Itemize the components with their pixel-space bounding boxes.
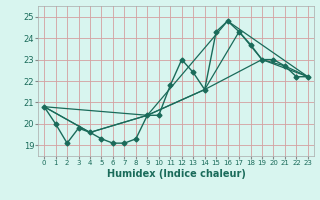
X-axis label: Humidex (Indice chaleur): Humidex (Indice chaleur)	[107, 169, 245, 179]
